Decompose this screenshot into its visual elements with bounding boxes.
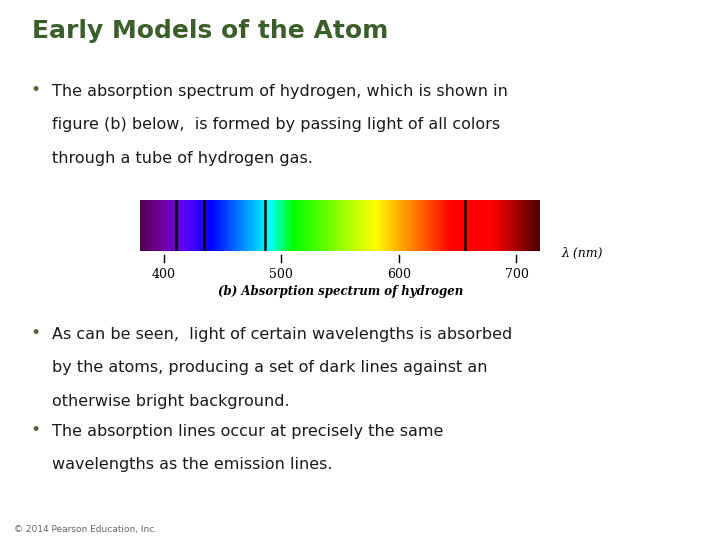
Text: The absorption lines occur at precisely the same: The absorption lines occur at precisely … bbox=[52, 424, 444, 439]
Text: © 2014 Pearson Education, Inc.: © 2014 Pearson Education, Inc. bbox=[14, 524, 158, 534]
Text: •: • bbox=[30, 421, 40, 439]
Text: (b) Absorption spectrum of hydrogen: (b) Absorption spectrum of hydrogen bbox=[217, 285, 463, 298]
Text: The absorption spectrum of hydrogen, which is shown in: The absorption spectrum of hydrogen, whi… bbox=[52, 84, 508, 99]
Text: 400: 400 bbox=[152, 268, 176, 281]
Text: Early Models of the Atom: Early Models of the Atom bbox=[32, 19, 389, 43]
Text: 500: 500 bbox=[269, 268, 293, 281]
Text: through a tube of hydrogen gas.: through a tube of hydrogen gas. bbox=[52, 151, 312, 166]
Text: by the atoms, producing a set of dark lines against an: by the atoms, producing a set of dark li… bbox=[52, 360, 487, 375]
Text: otherwise bright background.: otherwise bright background. bbox=[52, 394, 289, 409]
Text: 700: 700 bbox=[505, 268, 528, 281]
Text: wavelengths as the emission lines.: wavelengths as the emission lines. bbox=[52, 457, 333, 472]
Text: As can be seen,  light of certain wavelengths is absorbed: As can be seen, light of certain wavelen… bbox=[52, 327, 512, 342]
Text: •: • bbox=[30, 324, 40, 342]
Text: λ (nm): λ (nm) bbox=[561, 247, 603, 260]
Text: figure (b) below,  is formed by passing light of all colors: figure (b) below, is formed by passing l… bbox=[52, 117, 500, 132]
Text: 600: 600 bbox=[387, 268, 411, 281]
Text: •: • bbox=[30, 81, 40, 99]
